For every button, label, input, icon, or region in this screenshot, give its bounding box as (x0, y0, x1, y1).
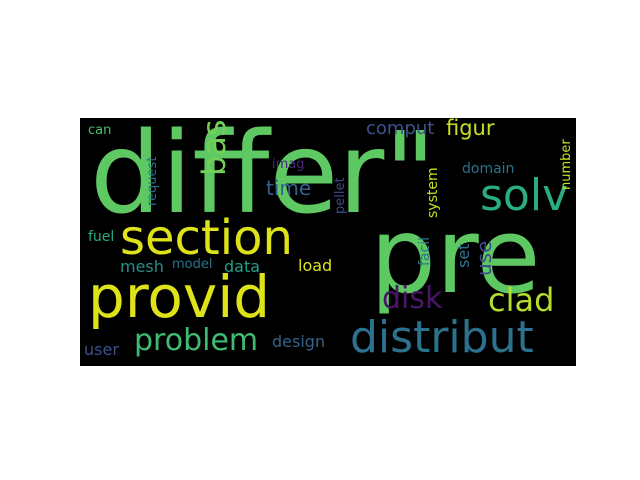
word-comput: comput (366, 118, 435, 139)
word-solv: solv (480, 170, 569, 221)
word-design: design (272, 332, 326, 351)
word-fuel: fuel (88, 229, 115, 245)
word-domain: domain (462, 161, 515, 177)
word-imag: imag (272, 157, 305, 172)
word-user: user (84, 340, 119, 359)
word-mesh: mesh (120, 257, 164, 276)
word-disk: disk (382, 281, 443, 316)
word-figur: figur (446, 118, 495, 140)
word-system: system (425, 167, 441, 218)
word-set: set (454, 243, 473, 268)
word-section: section (120, 210, 293, 266)
word-pre: pre (370, 195, 541, 317)
word-cloud: differ" pre provid section distribut sol… (80, 118, 576, 366)
word-can: can (88, 123, 112, 138)
word-data: data (224, 257, 261, 276)
word-model: model (172, 257, 213, 272)
word-base: base (195, 118, 233, 176)
word-differ: differ" (90, 118, 436, 239)
word-provid: provid (88, 263, 271, 331)
word-time: time (266, 176, 312, 200)
word-load: load (298, 256, 333, 275)
word-pellet: pellet (333, 177, 348, 214)
word-use: use (472, 240, 496, 276)
word-distribut: distribut (350, 312, 534, 363)
word-number: number (559, 139, 574, 190)
word-clad: clad (488, 281, 555, 319)
word-request: request (145, 156, 160, 206)
word-facil: facil (417, 237, 433, 266)
word-problem: problem (134, 323, 259, 358)
